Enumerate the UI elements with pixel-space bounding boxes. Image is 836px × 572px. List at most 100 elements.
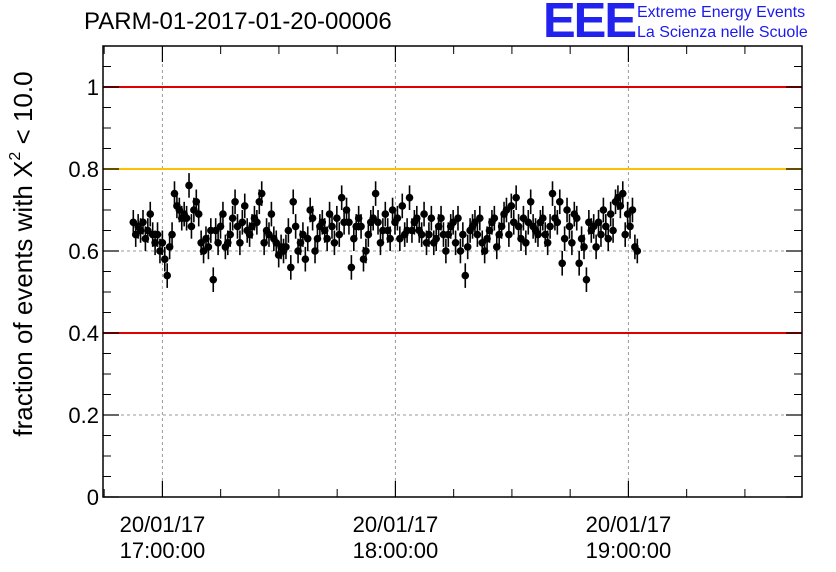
data-point [442,238,450,264]
point-marker [539,214,547,222]
y-tick-label: 0 [87,485,99,510]
data-point [253,210,261,235]
data-point [599,197,608,223]
point-marker [286,263,295,272]
point-marker [599,206,608,214]
data-point [291,214,300,239]
data-point [345,210,353,235]
data-point [330,230,339,256]
data-point [308,205,317,231]
data-point [606,201,615,227]
point-marker [546,222,554,231]
point-marker [303,234,312,243]
data-point [543,230,552,256]
data-point [505,222,513,247]
data-point [568,230,576,256]
point-marker [456,247,465,255]
data-point [459,222,467,247]
point-marker [330,239,339,247]
y-tick-labels: 0 0.2 0.4 0.6 0.8 1 [68,75,99,510]
data-point [507,193,516,219]
point-marker [565,222,574,231]
data-point [282,234,290,260]
data-point [182,205,191,231]
point-marker [168,230,176,239]
point-marker [139,218,147,227]
point-marker [522,239,530,247]
data-point [267,201,276,227]
point-marker [236,239,244,247]
point-marker [337,193,346,202]
data-point [565,214,574,239]
point-marker [347,263,356,272]
data-point [476,205,484,231]
point-marker [393,214,402,222]
y-axis-label-sup: 2 [7,152,24,161]
point-marker [146,210,155,218]
point-marker [267,210,276,218]
data-point [592,234,600,260]
logo-line-1: Extreme Energy Events [637,4,806,21]
point-marker [335,230,344,239]
point-marker [609,226,617,235]
data-point [539,205,547,231]
point-marker [560,234,569,243]
data-point [633,238,642,264]
point-marker [597,230,605,239]
data-point [289,189,298,215]
reference-lines [103,86,802,334]
data-point [284,218,293,243]
data-point [209,267,218,292]
data-point [231,189,239,215]
point-marker [526,198,535,206]
data-point [371,181,380,206]
data-point [362,238,370,264]
data-point [393,205,402,231]
point-marker [374,218,382,227]
data-point [240,193,249,219]
plot-frame [102,45,803,498]
point-marker [328,222,336,231]
data-point [522,230,530,256]
point-marker [563,206,571,214]
point-marker [473,230,482,239]
data-point [558,251,566,276]
point-marker [398,202,407,210]
data-point [226,222,235,247]
point-marker [604,234,613,243]
point-marker [621,230,629,239]
data-point [560,226,569,251]
point-marker [420,210,428,218]
data-point [323,226,331,251]
point-marker [333,214,341,222]
data-points [129,173,642,292]
data-point [454,205,462,231]
x-tick-label-time: 19:00:00 [586,538,672,563]
data-point [618,181,627,206]
data-point [333,205,341,231]
point-marker [451,239,460,247]
y-tick-label: 0.2 [68,403,99,428]
point-marker [459,230,467,239]
point-marker [238,218,247,227]
point-marker [228,214,237,222]
data-point [604,226,613,251]
data-point [526,189,535,215]
point-marker [548,189,557,198]
data-point [420,201,428,227]
point-marker [555,198,564,206]
point-marker [160,255,169,263]
data-point [473,222,482,247]
point-marker [185,181,193,190]
point-marker [572,214,581,222]
data-point [146,201,155,227]
axis-ticks [103,46,802,498]
point-marker [282,243,290,251]
point-marker [507,202,516,210]
data-point [582,267,591,292]
point-marker [476,214,484,222]
point-marker [543,239,552,247]
point-marker [405,193,414,202]
point-marker [582,275,591,284]
data-point [417,222,426,247]
